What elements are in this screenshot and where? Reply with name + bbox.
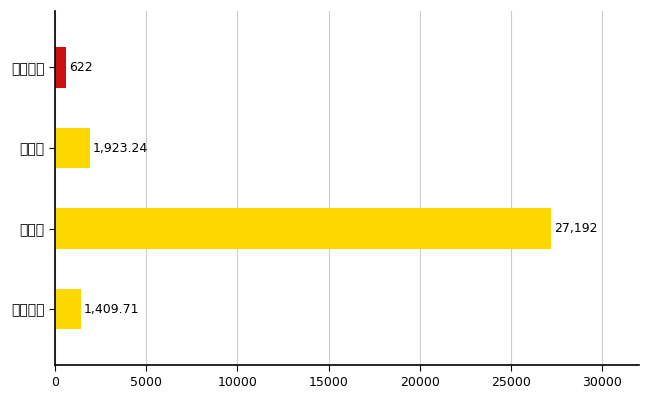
Text: 1,923.24: 1,923.24 [93, 142, 148, 154]
Bar [55, 128, 90, 168]
Bar [55, 289, 81, 329]
Text: 27,192: 27,192 [554, 222, 597, 235]
Text: 622: 622 [69, 61, 93, 74]
Bar [55, 208, 551, 249]
Text: 1,409.71: 1,409.71 [83, 302, 139, 316]
Bar [55, 47, 66, 88]
